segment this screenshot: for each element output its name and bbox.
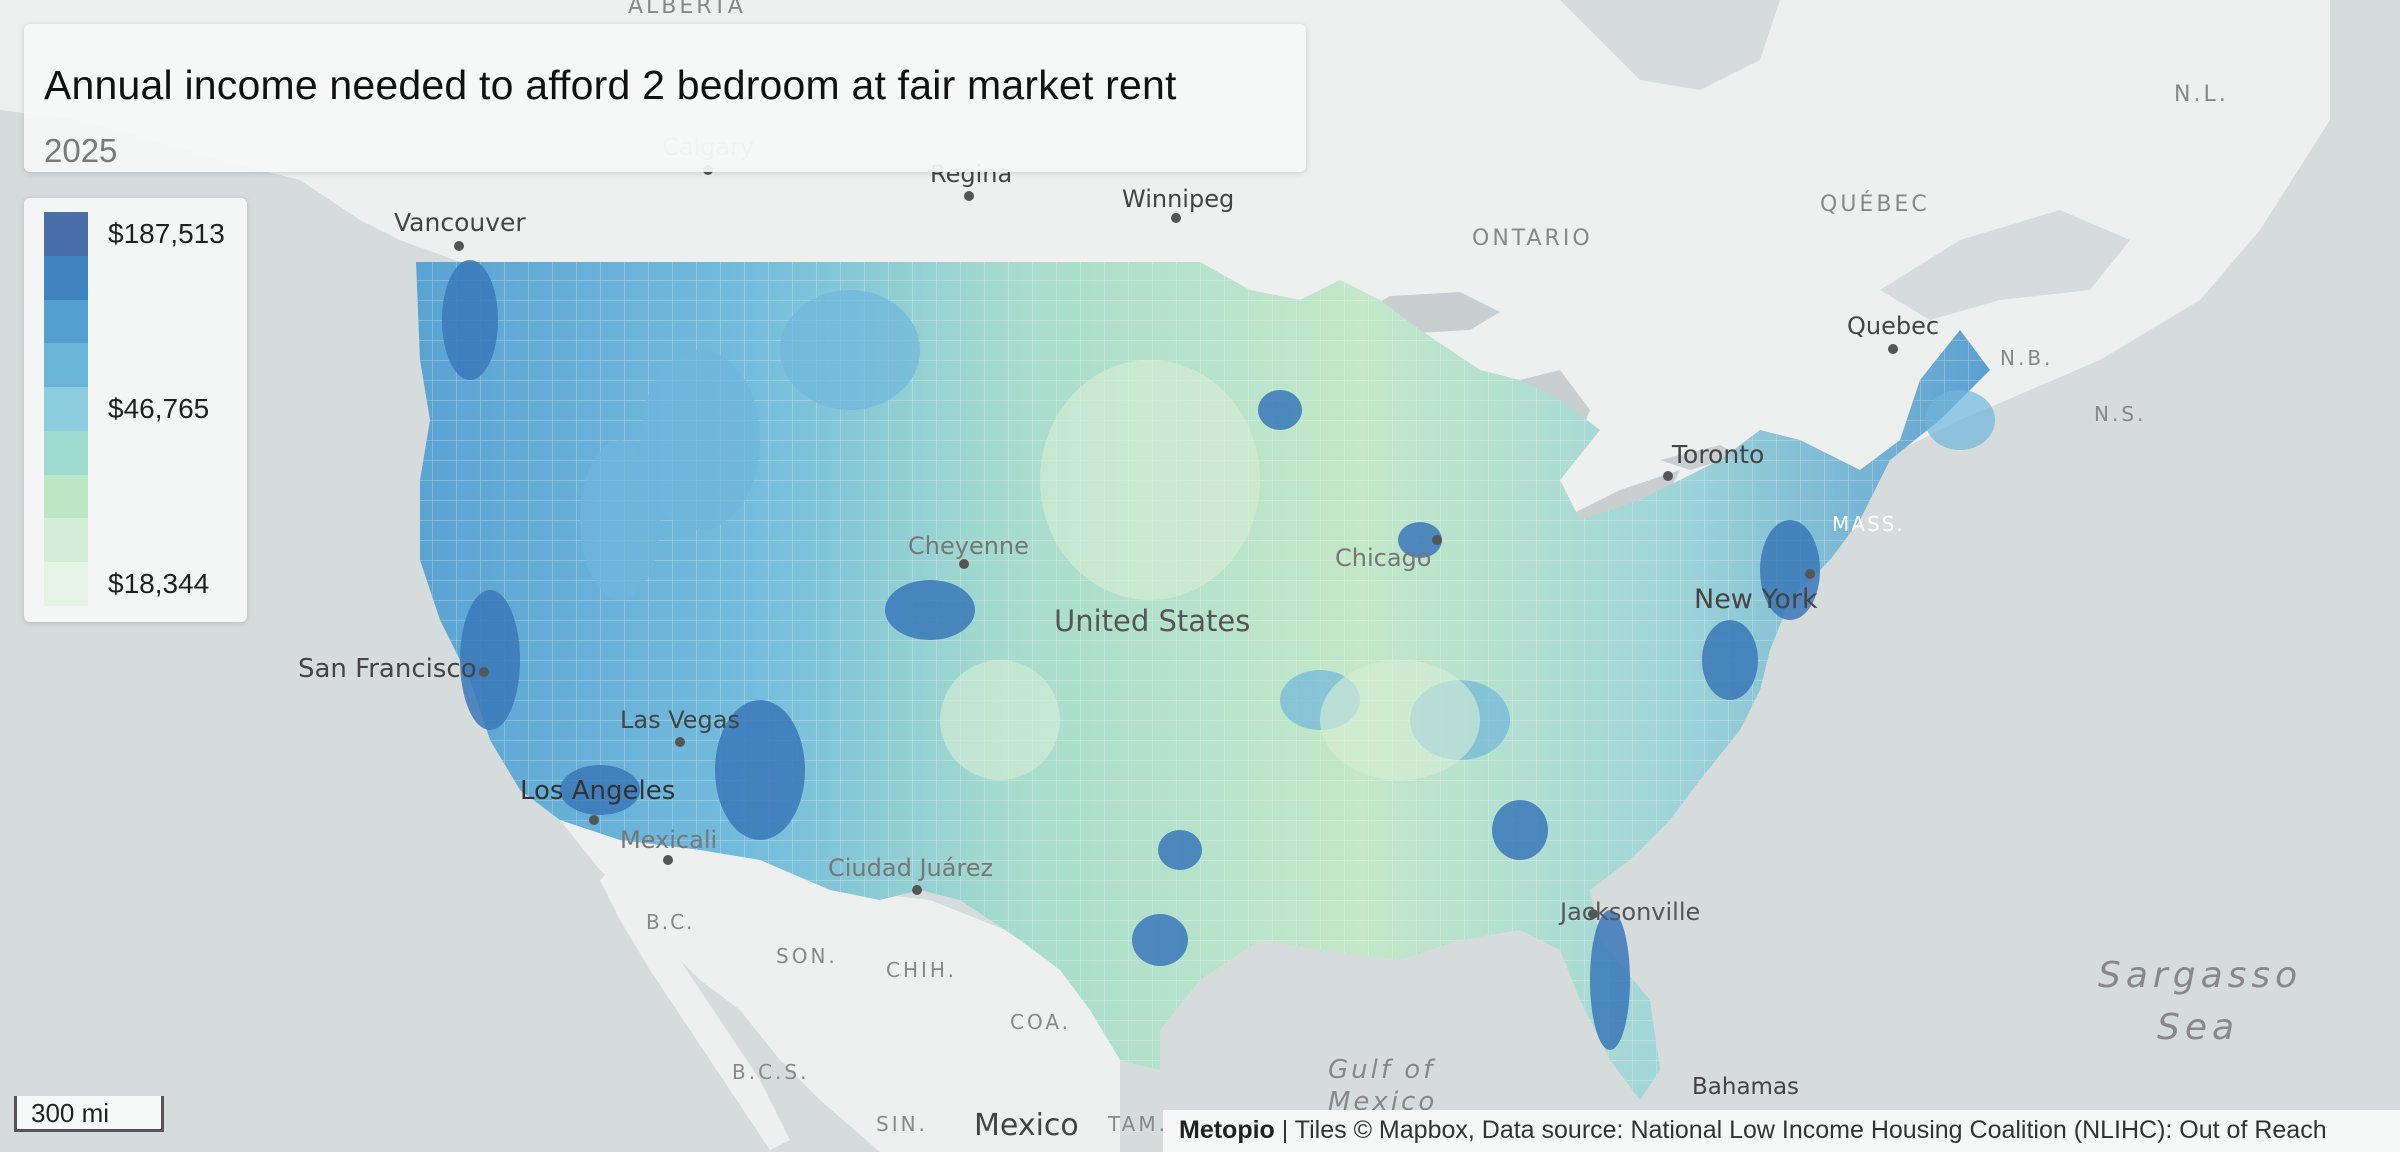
legend-label-mid: $46,765: [108, 393, 210, 424]
county-grid: [416, 262, 1990, 1100]
city-dots: [454, 165, 1898, 919]
attribution-brand[interactable]: Metopio: [1179, 1116, 1275, 1144]
lake-erie: [1560, 470, 1680, 520]
map-subtitle: 2025: [44, 132, 118, 169]
legend: $187,513 $46,765 $18,344: [24, 198, 247, 622]
high-cost-areas: [442, 260, 1820, 1050]
legend-swatch: [44, 212, 88, 256]
attribution-text: | Tiles © Mapbox, Data source: National …: [1274, 1116, 2327, 1144]
legend-swatch: [44, 343, 88, 388]
baja-land: [600, 860, 790, 1150]
legend-swatch: [44, 299, 88, 344]
legend-label-max: $187,513: [108, 218, 225, 249]
legend-swatch: [44, 518, 88, 563]
legend-swatch: [44, 387, 88, 432]
legend-swatch: [44, 562, 88, 607]
mexico-land: [560, 820, 1120, 1152]
legend-swatch: [44, 474, 88, 519]
low-cost-areas: [940, 360, 1480, 780]
scale-bar: 300 mi: [14, 1096, 164, 1132]
legend-swatch: [44, 430, 88, 475]
gulf-st-lawrence: [1880, 210, 2130, 320]
title-panel: Annual income needed to afford 2 bedroom…: [24, 24, 1306, 172]
hudson-bay: [1560, 0, 1780, 90]
legend-label-min: $18,344: [108, 568, 210, 599]
map-title: Annual income needed to afford 2 bedroom…: [44, 62, 1177, 108]
attribution: Metopio | Tiles © Mapbox, Data source: N…: [1163, 1110, 2400, 1152]
lake-ontario: [1660, 445, 1740, 470]
legend-swatch: [44, 255, 88, 300]
